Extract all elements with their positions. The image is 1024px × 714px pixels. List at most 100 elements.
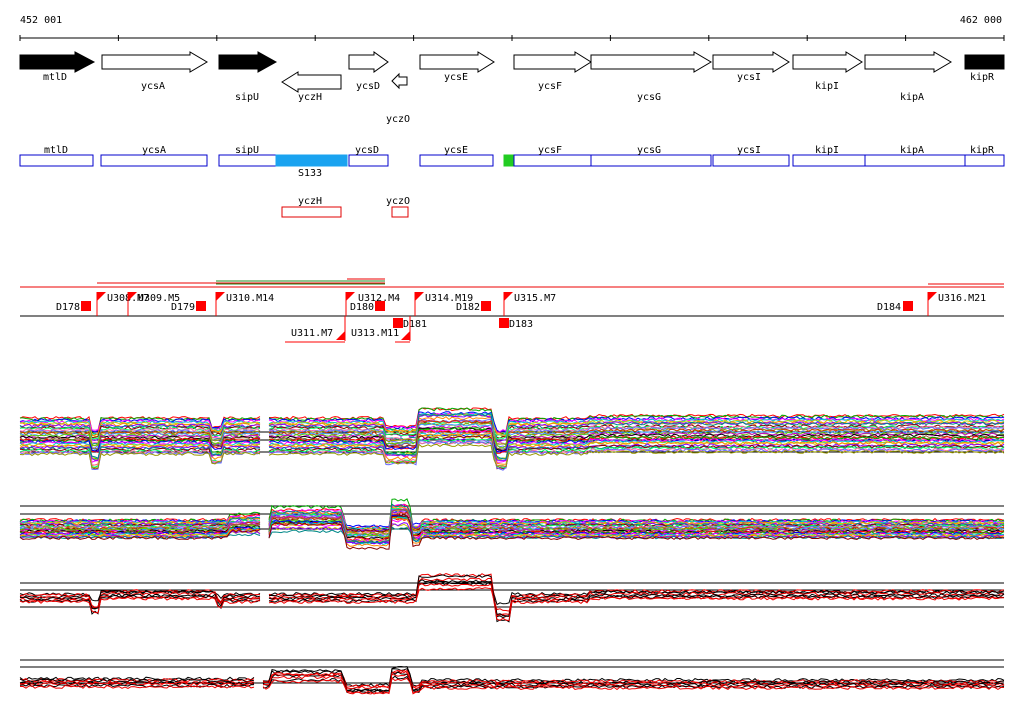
- expression-profile-line: [19, 668, 1005, 688]
- expression-profile-line: [19, 412, 1005, 433]
- gene-arrow[interactable]: [281, 71, 342, 93]
- feature-flag[interactable]: [346, 292, 355, 301]
- feature-marker[interactable]: [499, 318, 509, 328]
- gene-arrow[interactable]: [964, 54, 1005, 70]
- expression-profile-line: [19, 583, 1004, 622]
- feature-flag[interactable]: [97, 292, 106, 301]
- feature-label: D184: [877, 302, 901, 313]
- gene-label: kipI: [815, 81, 839, 92]
- gene-label: ycsD: [356, 81, 380, 92]
- ruler-ticks: [19, 35, 1005, 41]
- transcript-box[interactable]: [100, 154, 208, 167]
- transcript-label: ycsA: [142, 145, 166, 156]
- transcript-box[interactable]: [513, 154, 592, 167]
- feature-flag[interactable]: [504, 292, 513, 301]
- feature-flag[interactable]: [928, 292, 937, 301]
- gene-arrow[interactable]: [513, 51, 592, 73]
- gene-arrow[interactable]: [864, 51, 952, 73]
- feature-label: D181: [403, 319, 427, 330]
- feature-flag[interactable]: [401, 331, 410, 340]
- gene-arrow[interactable]: [19, 51, 96, 73]
- expression-profile-line: [19, 514, 1005, 550]
- feature-marker[interactable]: [481, 301, 491, 311]
- transcript-label: ycsF: [538, 145, 562, 156]
- gene-arrow[interactable]: [348, 51, 389, 73]
- gene-arrow[interactable]: [419, 51, 495, 73]
- transcript-label: yczH: [298, 196, 322, 207]
- transcript-label: kipA: [900, 145, 924, 156]
- expression-profile-line: [19, 413, 1005, 446]
- transcript-label: sipU: [235, 145, 259, 156]
- transcript-box[interactable]: [712, 154, 790, 167]
- transcript-box[interactable]: [348, 154, 389, 167]
- expression-profile-line: [19, 677, 1004, 695]
- transcript-box[interactable]: [964, 154, 1005, 167]
- feature-flag[interactable]: [216, 292, 225, 301]
- expression-panel-summary-a: [19, 572, 1005, 623]
- gene-label: ycsI: [737, 72, 761, 83]
- transcript-label: mtlD: [44, 145, 68, 156]
- expression-panel-summary-b: [19, 659, 1005, 695]
- feature-marker[interactable]: [393, 318, 403, 328]
- ruler-start-coordinate: 452 001: [20, 15, 62, 26]
- gene-label: ycsG: [637, 92, 661, 103]
- feature-label: U311.M7: [291, 328, 333, 339]
- gene-label: ycsA: [141, 81, 165, 92]
- gene-label: mtlD: [43, 72, 67, 83]
- gene-label: yczH: [298, 92, 322, 103]
- gene-arrow[interactable]: [792, 51, 863, 73]
- transcript-label: ycsE: [444, 145, 468, 156]
- transcript-box[interactable]: [281, 206, 342, 218]
- expression-profile-line: [19, 580, 1005, 617]
- transcript-box[interactable]: [19, 154, 94, 167]
- feature-marker[interactable]: [196, 301, 206, 311]
- transcript-box[interactable]: [391, 206, 409, 218]
- feature-flag[interactable]: [415, 292, 424, 301]
- transcript-label: ycsI: [737, 145, 761, 156]
- highlight-label: S133: [298, 168, 322, 179]
- transcript-label: ycsD: [355, 145, 379, 156]
- feature-label: U316.M21: [938, 293, 986, 304]
- transcript-track-forward: mtlD ycsA sipU S133 ycsD ycsE ycsF ycsG …: [19, 145, 1005, 179]
- transcript-start-marker: [503, 154, 515, 167]
- feature-marker[interactable]: [375, 301, 385, 311]
- highlight-segment[interactable]: [275, 154, 348, 167]
- coordinate-ruler: 452 001 462 000: [19, 15, 1005, 41]
- gene-arrow[interactable]: [590, 51, 712, 73]
- gene-label: yczO: [386, 114, 410, 125]
- expression-panel-conditions-a: [19, 407, 1005, 471]
- expression-profile-line: [19, 526, 1005, 544]
- transcript-label: ycsG: [637, 145, 661, 156]
- feature-label: U309.M5: [138, 293, 180, 304]
- feature-label: D179: [171, 302, 195, 313]
- gene-arrow[interactable]: [391, 72, 408, 90]
- ruler-end-coordinate: 462 000: [960, 15, 1002, 26]
- transcript-box[interactable]: [590, 154, 712, 167]
- feature-marker[interactable]: [81, 301, 91, 311]
- feature-label: D180: [350, 302, 374, 313]
- expression-profile-line: [19, 418, 1005, 449]
- gene-arrow[interactable]: [712, 51, 790, 73]
- feature-flag[interactable]: [336, 331, 345, 340]
- feature-flag[interactable]: [128, 292, 137, 301]
- feature-label: U314.M19: [425, 293, 473, 304]
- transcript-box[interactable]: [864, 154, 966, 167]
- gene-label: ycsE: [444, 72, 468, 83]
- feature-track: D178 U308.M7 U309.M5 D179 U310.M14 U312.…: [20, 278, 1004, 343]
- transcript-box[interactable]: [792, 154, 866, 167]
- gene-label: kipR: [970, 72, 995, 83]
- gene-arrow[interactable]: [218, 51, 278, 73]
- feature-label: U315.M7: [514, 293, 556, 304]
- transcript-box[interactable]: [419, 154, 494, 167]
- gene-label: sipU: [235, 92, 259, 103]
- expression-panel-conditions-b: [19, 498, 1005, 550]
- expression-profile-line: [19, 443, 1005, 469]
- gene-arrow[interactable]: [101, 51, 208, 73]
- gene-label: kipA: [900, 92, 924, 103]
- expression-profile-line: [19, 675, 1005, 694]
- feature-marker[interactable]: [903, 301, 913, 311]
- transcript-track-reverse: yczH yczO: [281, 196, 410, 218]
- feature-label: U312.M4: [358, 293, 400, 304]
- transcript-label: kipI: [815, 145, 839, 156]
